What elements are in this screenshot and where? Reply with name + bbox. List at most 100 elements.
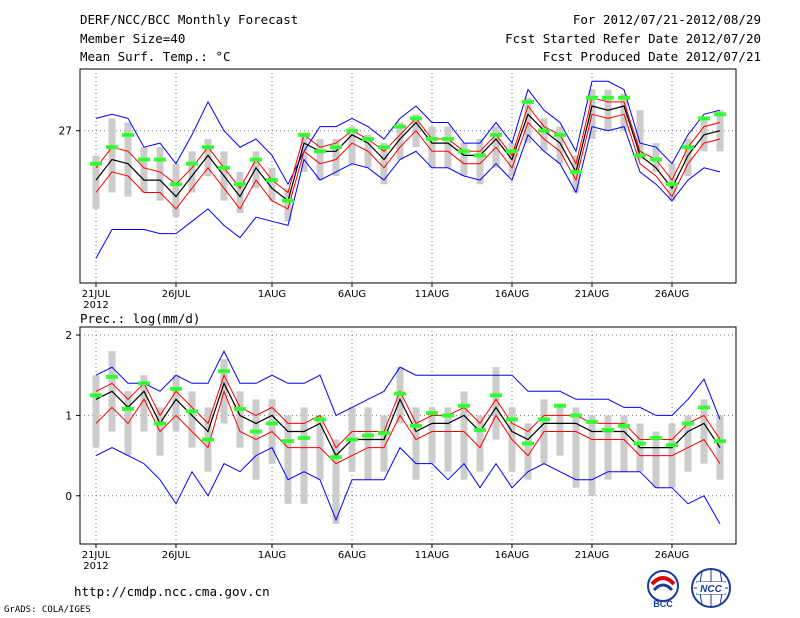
panel1-lower-line	[95, 113, 721, 210]
panel2-mean-line	[95, 381, 721, 457]
panel1-spread-bar	[316, 138, 324, 181]
panel2-spread-bar	[412, 407, 420, 480]
panel1-upper-line	[95, 97, 721, 194]
panel1-x-tick-label: 26JUL	[162, 289, 191, 300]
ncc-logo-label: NCC	[700, 584, 722, 595]
panel1-spread-bar	[300, 134, 308, 172]
panel1-observed-marker	[138, 157, 150, 162]
panel2-observed-marker	[458, 403, 470, 408]
panel2-min-line	[95, 446, 721, 525]
panel2-lower-line	[95, 389, 721, 465]
panel2-upper-line	[95, 373, 721, 449]
panel1-observed-marker	[378, 145, 390, 150]
panel1-observed-marker	[154, 157, 166, 162]
fcst-produced-date: Fcst Produced Date 2012/07/21	[542, 49, 761, 64]
panel2-spread-bar	[92, 375, 100, 448]
panel2-spread-bar	[428, 407, 436, 464]
panel1-observed-marker	[714, 112, 726, 117]
panel2-observed-marker	[506, 417, 518, 422]
panel1-frame	[79, 68, 737, 284]
panel2-observed-marker	[666, 443, 678, 448]
panel2-observed-marker	[394, 391, 406, 396]
panel2-observed-marker	[410, 423, 422, 428]
panel1-observed-marker	[90, 161, 102, 166]
panel1-observed-marker	[394, 124, 406, 129]
panel2-max-line	[95, 349, 721, 420]
panel2-spread-bar	[524, 423, 532, 480]
panel2-x-tick-label: 1AUG	[258, 550, 286, 561]
fcst-started-date: Fcst Started Refer Date 2012/07/20	[505, 31, 761, 46]
panel2-observed-marker	[682, 421, 694, 426]
panel1-spread-bar	[268, 167, 276, 201]
panel1-observed-marker	[202, 145, 214, 150]
panel1-observed-marker	[586, 95, 598, 100]
panel1-observed-marker	[490, 132, 502, 137]
panel2-observed-marker	[154, 421, 166, 426]
panel2-spread-bar	[700, 399, 708, 464]
panel1-observed-marker	[426, 136, 438, 141]
panel1-observed-marker	[554, 132, 566, 137]
panel1-observed-marker	[698, 116, 710, 121]
panel1-spread-bar	[620, 93, 628, 131]
chart-title: DERF/NCC/BCC Monthly Forecast	[80, 12, 299, 27]
panel1-observed-marker	[282, 198, 294, 203]
panel2-spread-bar	[284, 415, 292, 504]
forecast-period: For 2012/07/21-2012/08/29	[572, 12, 761, 27]
panel1-spread-bar	[636, 110, 644, 160]
panel2-observed-marker	[346, 437, 358, 442]
panel1-observed-marker	[250, 157, 262, 162]
panel1-observed-marker	[186, 161, 198, 166]
panel1-min-line	[95, 125, 721, 259]
panel2-observed-marker	[586, 419, 598, 424]
panel2-spread-bar	[476, 415, 484, 472]
panel2-observed-marker	[634, 441, 646, 446]
panel2-spread-bar	[572, 407, 580, 488]
panel2-observed-marker	[474, 427, 486, 432]
panel2-observed-marker	[522, 441, 534, 446]
panel2-observed-marker	[618, 423, 630, 428]
bcc-logo-label: BCC	[653, 599, 673, 609]
panel1-observed-marker	[362, 136, 374, 141]
panel1-observed-marker	[298, 132, 310, 137]
panel2-x-tick-label: 26AUG	[655, 550, 690, 561]
panel2-y-tick-label: 0	[65, 491, 72, 503]
panel2-x-tick-label: 26JUL	[162, 550, 191, 561]
panel1-spread-bar	[380, 143, 388, 185]
panel2-spread-bar	[188, 391, 196, 448]
panel1-observed-marker	[330, 145, 342, 150]
panel1-spread-bar	[524, 97, 532, 144]
panel1-observed-marker	[346, 128, 358, 133]
panel2-observed-marker	[426, 410, 438, 415]
panel2-observed-marker	[138, 381, 150, 386]
panel1-spread-bar	[348, 126, 356, 164]
panel1-spread-bar	[188, 151, 196, 193]
prec-panel-title: Prec.: log(mm/d)	[80, 311, 201, 326]
panel2-spread-bar	[364, 407, 372, 480]
panel1-observed-marker	[410, 116, 422, 121]
panel1-max-line	[95, 80, 721, 186]
panel1-observed-marker	[570, 169, 582, 174]
panel2-observed-marker	[90, 393, 102, 398]
panel2-spread-bar	[604, 415, 612, 480]
panel1-spread-bar	[668, 163, 676, 201]
panel1-x-tick-label: 11AUG	[415, 289, 450, 300]
panel2-spread-bar	[444, 407, 452, 472]
panel2-observed-marker	[298, 435, 310, 440]
panel1-observed-marker	[666, 182, 678, 187]
panel2-observed-marker	[570, 413, 582, 418]
panel2-observed-marker	[314, 417, 326, 422]
panel2-x-tick-label: 16AUG	[495, 550, 530, 561]
member-size: Member Size=40	[80, 31, 186, 46]
panel1-observed-marker	[122, 132, 134, 137]
panel1-x-tick-label: 21JUL	[82, 289, 111, 300]
panel2-observed-marker	[170, 386, 182, 391]
panel2-x-tick-label: 21JUL	[82, 550, 111, 561]
panel2-spread-bar	[588, 415, 596, 496]
panel2-spread-bar	[380, 415, 388, 472]
panel2-x-tick-label: 11AUG	[415, 550, 450, 561]
panel1-spread-bar	[572, 155, 580, 193]
panel1-observed-marker	[538, 128, 550, 133]
panel2-spread-bar	[492, 367, 500, 440]
panel1-spread-bar	[236, 171, 244, 214]
